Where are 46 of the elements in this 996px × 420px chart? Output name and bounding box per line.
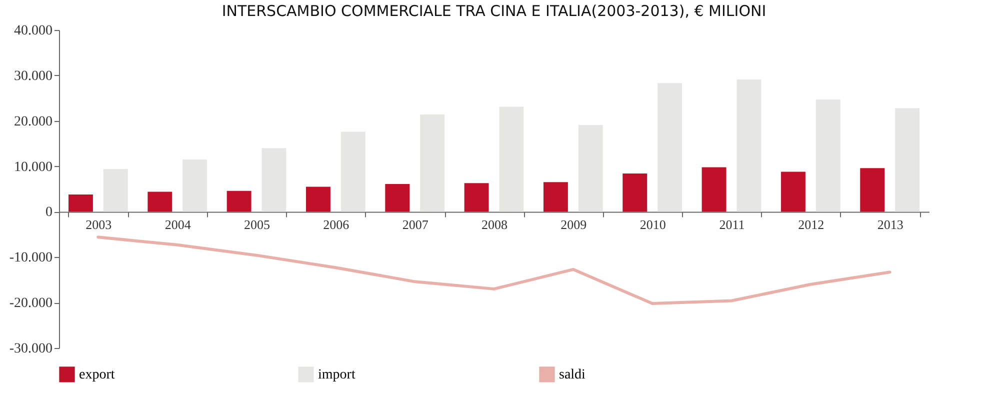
bar bbox=[68, 194, 93, 212]
bar bbox=[780, 172, 806, 212]
legend-label: export bbox=[79, 367, 115, 382]
bar bbox=[816, 100, 840, 212]
bar bbox=[182, 159, 208, 212]
bar bbox=[702, 167, 726, 212]
x-tick-label: 2006 bbox=[323, 217, 350, 232]
bar bbox=[736, 80, 762, 212]
line-series bbox=[96, 236, 892, 305]
x-tick-label: 2012 bbox=[798, 217, 824, 232]
y-tick-label: 30.000 bbox=[14, 68, 52, 84]
x-tick-label: 2009 bbox=[560, 217, 587, 232]
bar bbox=[622, 174, 648, 212]
bar bbox=[543, 182, 568, 212]
x-tick-label: 2011 bbox=[719, 217, 745, 232]
bar bbox=[464, 183, 489, 212]
bar bbox=[658, 83, 682, 212]
y-tick-label: 20.000 bbox=[14, 114, 52, 130]
y-tick-label: -30.000 bbox=[9, 342, 52, 356]
bar bbox=[499, 106, 524, 212]
legend-label: import bbox=[318, 367, 356, 382]
bar bbox=[262, 148, 286, 212]
y-tick-label: -10.000 bbox=[9, 250, 52, 266]
bar bbox=[148, 192, 172, 212]
bar bbox=[420, 114, 445, 212]
y-tick-label: 0 bbox=[46, 205, 52, 220]
bar bbox=[385, 184, 410, 212]
chart-title: INTERSCAMBIO COMMERCIALE TRA CINA E ITALIA(2003-2013), € MILIONI bbox=[222, 2, 766, 20]
x-tick-label: 2008 bbox=[482, 217, 508, 232]
bar bbox=[226, 190, 252, 212]
y-tick-label: 40.000 bbox=[14, 24, 52, 38]
y-tick-label: -20.000 bbox=[9, 296, 52, 312]
bar bbox=[306, 186, 330, 212]
bar bbox=[578, 124, 603, 212]
x-tick-label: 2013 bbox=[877, 217, 904, 232]
x-tick-label: 2004 bbox=[164, 217, 192, 232]
bar bbox=[895, 108, 920, 212]
x-tick-label: 2005 bbox=[244, 217, 270, 232]
x-tick-label: 2003 bbox=[86, 217, 112, 232]
bar bbox=[340, 132, 366, 212]
x-tick-label: 2010 bbox=[640, 217, 666, 232]
bar bbox=[860, 168, 885, 212]
x-tick-label: 2007 bbox=[402, 217, 429, 232]
y-tick-label: 10.000 bbox=[14, 160, 52, 175]
bar bbox=[103, 169, 128, 212]
legend-label: saldi bbox=[559, 367, 586, 382]
